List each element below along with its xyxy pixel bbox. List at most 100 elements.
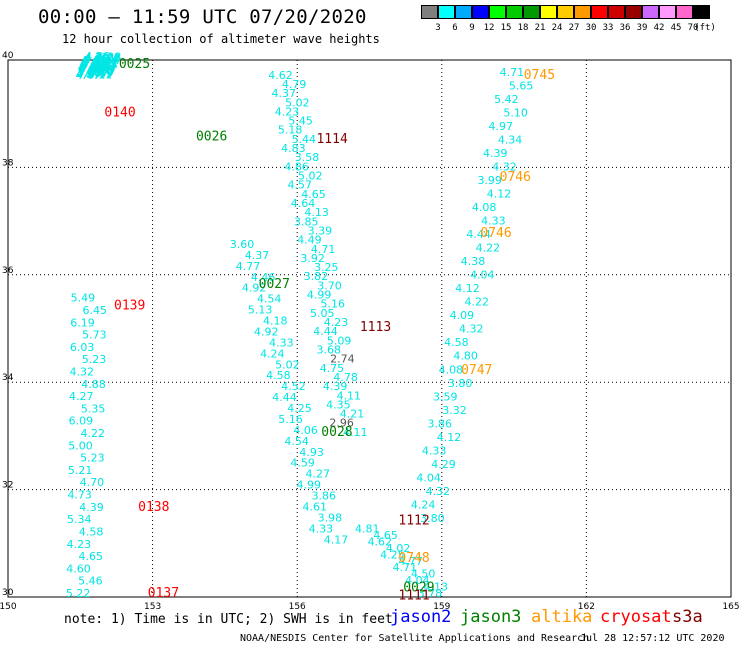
pass-label-jason3: 0027 (259, 277, 290, 292)
legend-swatch (438, 5, 455, 19)
wave-height-value: 3.82 (304, 270, 329, 283)
satellite-label-jason2: jason2 (390, 607, 452, 627)
wave-height-value: 6.84 (91, 61, 116, 74)
wave-height-value: 5.18 (278, 124, 303, 137)
lon-tick-label: 156 (289, 602, 306, 612)
wave-height-value: 4.22 (81, 427, 106, 440)
wave-height-value: 4.62 (268, 69, 293, 82)
wave-height-value: 4.60 (66, 562, 91, 575)
wave-height-value: 5.09 (327, 334, 352, 347)
wave-height-value: 5.70 (96, 52, 121, 65)
wave-height-value: 5.47 (94, 55, 119, 68)
wave-height-value: 4.23 (275, 105, 300, 118)
wave-height-value: 5.22 (66, 587, 91, 600)
wave-height-value: 3.78 (418, 587, 443, 600)
wave-height-value: 4.24 (411, 498, 436, 511)
wave-height-value: 5.34 (67, 513, 92, 526)
wave-height-value: 4.17 (324, 533, 349, 546)
wave-height-value: 4.02 (386, 542, 411, 555)
legend-swatch (642, 5, 659, 19)
wave-height-value: 4.99 (296, 479, 321, 492)
wave-height-value: 5.21 (68, 464, 93, 477)
wave-height-value: 5.10 (83, 54, 108, 67)
wave-height-value: 4.32 (69, 365, 94, 378)
pass-label-jason3: 0026 (196, 130, 227, 145)
wave-height-value: 3.85 (294, 215, 319, 228)
wave-height-value: 4.08 (472, 201, 497, 214)
wave-height-value: 4.77 (398, 555, 423, 568)
wave-height-value: 5.55 (80, 61, 105, 74)
legend-swatch (489, 5, 506, 19)
wave-height-value: 5.65 (90, 64, 115, 77)
legend-swatch (557, 5, 574, 19)
lat-tick-label: 40 (2, 51, 14, 61)
wave-height-value: 3.96 (77, 66, 102, 79)
wave-height-value: 5.44 (292, 133, 317, 146)
wave-height-value: 3.60 (230, 238, 255, 251)
wave-height-value: 4.04 (416, 471, 441, 484)
legend-label: 9 (469, 23, 475, 33)
wave-height-value: 5.67 (95, 53, 120, 66)
legend-swatch (540, 5, 557, 19)
legend-label: 39 (636, 23, 648, 33)
wave-height-value: 4.33 (422, 444, 447, 457)
lat-tick-label: 34 (2, 373, 14, 383)
legend-swatch (676, 5, 693, 19)
wave-height-value: 4.34 (498, 134, 522, 147)
wave-height-value: 5.10 (503, 107, 527, 120)
wave-height-value: 5.45 (288, 115, 313, 128)
wave-height-value: 4.46 (251, 271, 276, 284)
wave-height-value: 5.35 (81, 402, 106, 415)
wave-height-value: 4.22 (465, 296, 490, 309)
wave-height-value: 4.11 (343, 426, 368, 439)
wave-height-value: 4.06 (76, 67, 101, 80)
lat-tick-label: 32 (2, 481, 13, 491)
wave-height-value: 3.59 (433, 390, 458, 403)
wave-height-value: 3.70 (317, 279, 342, 292)
legend-swatch (506, 5, 523, 19)
wave-height-value: 4.54 (284, 435, 309, 448)
wave-height-value: 3.99 (477, 174, 502, 187)
legend-swatch (625, 5, 642, 19)
wave-height-value: 5.46 (78, 575, 103, 588)
legend-swatch (523, 5, 540, 19)
wave-height-value: 4.38 (461, 255, 486, 268)
wave-height-value: 5.36 (79, 62, 104, 75)
lon-tick-label: 150 (0, 602, 17, 612)
wave-height-value: 4.44 (272, 391, 297, 404)
wave-height-value: 4.21 (78, 64, 103, 77)
wave-height-value: 4.29 (431, 458, 456, 471)
wave-height-value: 4.49 (297, 234, 322, 247)
pass-label-cryosat: 0140 (104, 105, 135, 120)
wave-height-value: 4.33 (269, 336, 294, 349)
wave-height-value: 4.11 (337, 389, 362, 402)
wave-height-value: 6.28 (97, 50, 122, 63)
pass-label-cryosat: 0137 (148, 586, 179, 601)
wave-height-value: 4.93 (299, 446, 324, 459)
wave-height-value: 4.77 (236, 260, 260, 273)
legend-label: 24 (551, 23, 563, 33)
legend-swatch (472, 5, 489, 19)
page-title: 00:00 – 11:59 UTC 07/20/2020 (38, 6, 367, 28)
pass-label-s3a: 1113 (360, 320, 391, 335)
wave-height-value: 5.65 (509, 80, 534, 93)
wave-height-value: 4.85 (84, 53, 109, 66)
wave-height-value: 4.33 (481, 215, 506, 228)
wave-height-value: 5.13 (248, 304, 273, 317)
wave-height-value: 4.04 (405, 574, 430, 587)
wave-height-value: 6.27 (92, 59, 117, 72)
wave-height-value: 4.71 (311, 243, 336, 256)
wave-height-value: 4.58 (79, 525, 104, 538)
pass-label-jason3: 0028 (321, 425, 352, 440)
wave-height-value: 4.22 (476, 242, 501, 255)
footer-note: note: 1) Time is in UTC; 2) SWH is in fe… (64, 612, 393, 627)
wave-height-value: 4.39 (323, 380, 348, 393)
wave-height-value: 4.52 (281, 380, 306, 393)
wave-height-value: 6.19 (70, 316, 95, 329)
wave-height-value: 4.32 (459, 323, 484, 336)
wave-height-value: 4.62 (368, 535, 393, 548)
wave-height-value: 6.17 (81, 58, 106, 71)
legend-swatch (421, 5, 438, 19)
legend-label: 36 (619, 23, 631, 33)
